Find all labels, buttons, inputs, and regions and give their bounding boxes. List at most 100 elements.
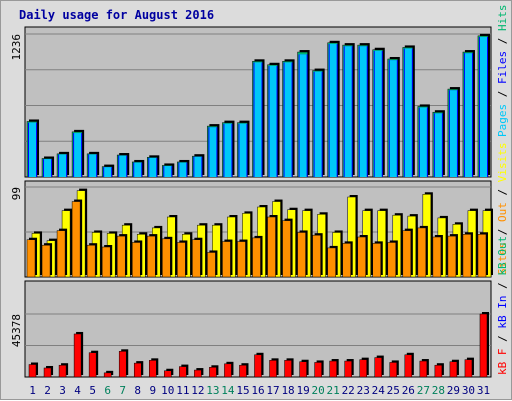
bar-pages-day-11 <box>179 162 187 177</box>
legend-label-kb-f: kB F <box>496 349 509 376</box>
bar-sites-day-13 <box>207 252 216 278</box>
ytick-middle-max: 99 <box>10 187 23 200</box>
bar-sites-day-14 <box>222 241 231 278</box>
legend-separator: / <box>496 276 509 296</box>
bar-kb-day-26 <box>404 354 413 378</box>
bar-kb-day-28 <box>434 364 443 378</box>
bar-sites-day-23 <box>357 236 366 278</box>
legend-label-hits: Hits <box>496 5 509 32</box>
bar-sites-day-3 <box>56 230 66 278</box>
legend-separator: / <box>496 222 509 242</box>
bar-sites-day-11 <box>177 242 186 278</box>
bar-pages-day-26 <box>404 48 412 178</box>
bar-sites-day-24 <box>372 243 382 278</box>
bar-kb-day-14 <box>224 363 232 378</box>
bar-kb-day-8 <box>133 362 142 378</box>
bar-kb-day-12 <box>194 369 202 378</box>
bar-kb-day-4 <box>73 333 82 378</box>
bar-kb-day-15 <box>239 364 247 378</box>
legend-label-out: Out <box>496 202 509 222</box>
bar-kb-day-30 <box>464 359 473 378</box>
xtick-day-4: 4 <box>74 384 81 397</box>
ytick-bottom-max: 45378 <box>10 314 23 347</box>
bar-pages-day-5 <box>89 154 97 177</box>
xtick-day-6: 6 <box>104 384 111 397</box>
bar-pages-day-15 <box>239 123 247 177</box>
legend-label-visits: Visits <box>496 143 509 183</box>
ytick-top-max: 1236 <box>10 34 23 61</box>
bar-kb-day-20 <box>314 362 322 378</box>
bar-pages-day-1 <box>29 122 37 177</box>
bar-sites-day-6 <box>101 246 111 278</box>
bar-pages-day-3 <box>59 154 67 177</box>
xtick-day-21: 21 <box>327 384 340 397</box>
bar-sites-day-26 <box>402 230 412 278</box>
bar-sites-day-19 <box>297 232 306 278</box>
bar-sites-day-20 <box>312 234 321 278</box>
bar-kb-day-5 <box>88 352 97 378</box>
bar-sites-day-21 <box>327 247 336 278</box>
xtick-day-13: 13 <box>206 384 219 397</box>
legend-label-kb-in: kB In <box>496 296 509 329</box>
xtick-day-18: 18 <box>281 384 294 397</box>
xtick-day-8: 8 <box>134 384 141 397</box>
bar-sites-day-2 <box>41 244 51 278</box>
legend-label-sites: Sites <box>496 242 509 275</box>
xtick-day-12: 12 <box>191 384 204 397</box>
legend-middle: Sites / Out / Visits <box>496 143 509 276</box>
legend-separator: / <box>496 182 509 202</box>
bar-kb-day-23 <box>359 359 367 378</box>
xtick-day-9: 9 <box>149 384 156 397</box>
bar-sites-day-9 <box>147 235 156 278</box>
bar-pages-day-28 <box>434 113 442 177</box>
bar-kb-day-27 <box>419 360 428 378</box>
bar-sites-day-30 <box>462 234 472 278</box>
bar-pages-day-17 <box>269 65 277 177</box>
xtick-day-19: 19 <box>296 384 309 397</box>
bar-sites-day-15 <box>237 241 246 278</box>
bar-pages-day-21 <box>329 43 337 178</box>
bar-kb-day-10 <box>164 370 172 378</box>
chart-title: Daily usage for August 2016 <box>19 8 214 22</box>
bar-kb-day-17 <box>269 360 277 378</box>
xtick-day-29: 29 <box>447 384 460 397</box>
legend-top: Pages / Files / Hits <box>496 5 509 138</box>
bar-pages-day-9 <box>149 157 157 177</box>
xtick-day-16: 16 <box>251 384 264 397</box>
legend-separator: / <box>496 31 509 51</box>
bar-pages-day-30 <box>464 53 472 177</box>
bar-kb-day-2 <box>43 367 52 378</box>
bar-sites-day-17 <box>267 216 276 278</box>
bar-kb-day-21 <box>329 360 337 378</box>
bar-kb-day-19 <box>299 361 307 378</box>
bar-sites-day-28 <box>432 236 442 278</box>
bar-sites-day-10 <box>162 238 171 278</box>
legend-separator: / <box>496 329 509 349</box>
xtick-day-28: 28 <box>432 384 445 397</box>
bar-sites-day-1 <box>26 239 36 278</box>
xtick-day-27: 27 <box>417 384 430 397</box>
bar-sites-day-22 <box>342 243 351 278</box>
bar-pages-day-24 <box>374 50 382 177</box>
bar-pages-day-22 <box>344 46 352 177</box>
bar-pages-day-25 <box>389 60 397 177</box>
bar-pages-day-16 <box>254 62 262 177</box>
xtick-day-5: 5 <box>89 384 96 397</box>
bar-kb-day-13 <box>209 367 217 378</box>
bar-kb-day-31 <box>479 313 488 378</box>
xtick-day-11: 11 <box>176 384 189 397</box>
bar-kb-day-16 <box>254 354 262 378</box>
xtick-day-20: 20 <box>312 384 325 397</box>
bar-pages-day-6 <box>104 167 112 177</box>
xtick-day-17: 17 <box>266 384 279 397</box>
legend-separator: / <box>496 84 509 104</box>
bar-pages-day-27 <box>419 107 427 177</box>
bar-kb-day-18 <box>284 360 292 378</box>
bar-kb-day-7 <box>118 351 127 378</box>
legend-label-pages: Pages <box>496 104 509 137</box>
bar-sites-day-25 <box>387 242 397 278</box>
xtick-day-23: 23 <box>357 384 370 397</box>
xtick-day-14: 14 <box>221 384 235 397</box>
bar-pages-day-4 <box>74 133 82 177</box>
